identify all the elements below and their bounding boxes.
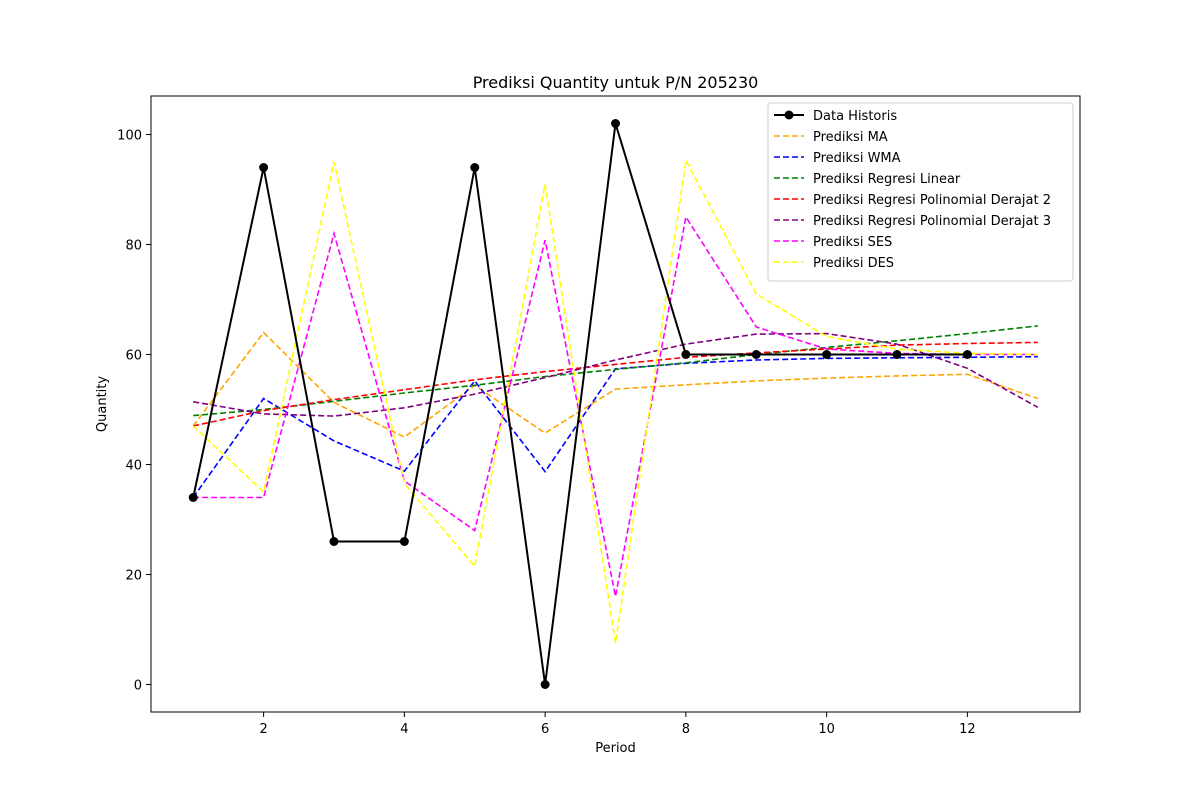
y-tick-label: 40 [125,459,142,474]
legend-label: Prediksi SES [813,235,892,250]
data-point [611,119,620,128]
data-point [751,350,761,359]
data-point [470,163,480,172]
legend-label: Data Historis [813,109,897,124]
series-line-2 [192,331,1039,438]
data-point [399,537,409,546]
data-point [329,537,339,546]
series-line-4 [193,325,1038,417]
y-tick-label: 20 [125,569,142,584]
legend-box [767,102,1074,282]
data-point [822,350,832,359]
data-point [962,350,972,359]
legend-label: Prediksi DES [813,256,894,271]
legend: Data Historis Prediksi MA Prediksi WMA Pred… [767,102,1074,282]
data-point [188,493,198,502]
y-axis-title: Quantity [95,376,110,432]
x-tick-label: 2 [259,722,267,737]
legend-marker [784,110,794,120]
axis-ticks: 2 4 6 8 10 12 0 20 40 60 80 100 [117,129,975,738]
legend-label: Prediksi MA [813,130,888,145]
plot-area [188,119,1039,689]
x-tick-label: 4 [400,722,408,737]
y-tick-label: 100 [117,129,142,144]
legend-label: Prediksi WMA [813,151,901,166]
y-tick-label: 80 [125,239,142,254]
y-tick-label: 60 [125,349,142,364]
data-point [681,350,691,359]
chart-title: Prediksi Quantity untuk P/N 205230 [473,73,759,92]
data-point [259,163,269,172]
x-tick-label: 12 [959,722,976,737]
series-line-6 [193,332,1039,417]
axes-frame [150,95,1081,713]
legend-label: Prediksi Regresi Polinomial Derajat 2 [813,193,1051,208]
y-tick-label: 0 [134,679,142,694]
x-axis-title: Period [595,741,636,756]
legend-label: Prediksi Regresi Polinomial Derajat 3 [813,214,1051,229]
x-tick-label: 10 [818,722,835,737]
data-point [540,680,550,689]
x-tick-label: 8 [682,722,690,737]
series-line-8 [192,157,1038,644]
data-point [892,350,902,359]
series-line-5 [193,341,1038,427]
legend-label: Prediksi Regresi Linear [813,172,961,187]
series-line-1 [192,123,968,685]
x-tick-label: 6 [541,722,549,737]
